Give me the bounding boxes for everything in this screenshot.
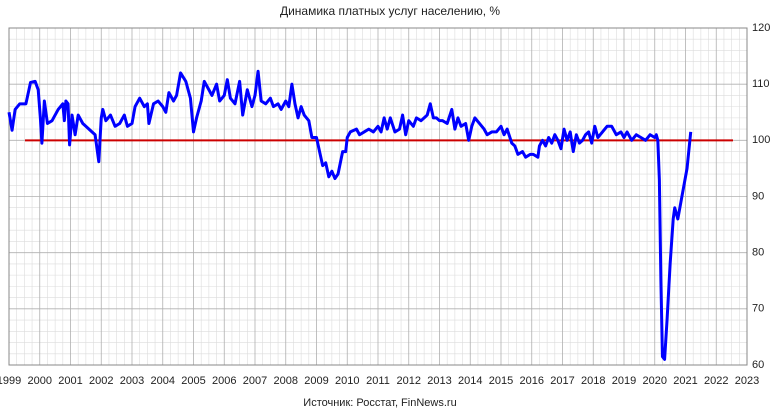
x-tick-label: 2011 [366, 375, 390, 387]
y-tick-label: 110 [752, 78, 770, 90]
x-tick-label: 2001 [58, 375, 82, 387]
x-tick-label: 2015 [489, 375, 513, 387]
x-tick-label: 2014 [458, 375, 482, 387]
x-tick-label: 2002 [89, 375, 113, 387]
x-tick-label: 2004 [151, 375, 175, 387]
x-tick-label: 2022 [704, 375, 728, 387]
x-tick-label: 2017 [550, 375, 574, 387]
source-note: Источник: Росстат, FinNews.ru [303, 397, 456, 409]
x-tick-label: 2000 [28, 375, 52, 387]
x-tick-label: 1999 [0, 375, 21, 387]
x-tick-label: 2012 [397, 375, 421, 387]
y-tick-label: 60 [752, 359, 764, 371]
y-tick-label: 70 [752, 303, 764, 315]
chart-title: Динамика платных услуг населению, % [280, 4, 500, 18]
x-tick-label: 2010 [335, 375, 359, 387]
x-tick-label: 2016 [520, 375, 544, 387]
x-tick-label: 2007 [243, 375, 267, 387]
y-tick-label: 120 [752, 22, 770, 34]
y-tick-label: 80 [752, 247, 764, 259]
x-tick-label: 2005 [181, 375, 205, 387]
x-tick-label: 2008 [274, 375, 298, 387]
x-tick-label: 2003 [120, 375, 144, 387]
x-tick-label: 2018 [581, 375, 605, 387]
x-tick-label: 2006 [212, 375, 236, 387]
x-tick-label: 2009 [304, 375, 328, 387]
x-tick-label: 2013 [427, 375, 451, 387]
y-tick-label: 100 [752, 134, 770, 146]
x-tick-label: 2020 [643, 375, 667, 387]
data-line [7, 69, 693, 361]
y-tick-label: 90 [752, 190, 764, 202]
x-tick-label: 2019 [612, 375, 636, 387]
x-tick-label: 2021 [673, 375, 697, 387]
x-tick-label: 2023 [735, 375, 759, 387]
plot-border [8, 27, 748, 366]
